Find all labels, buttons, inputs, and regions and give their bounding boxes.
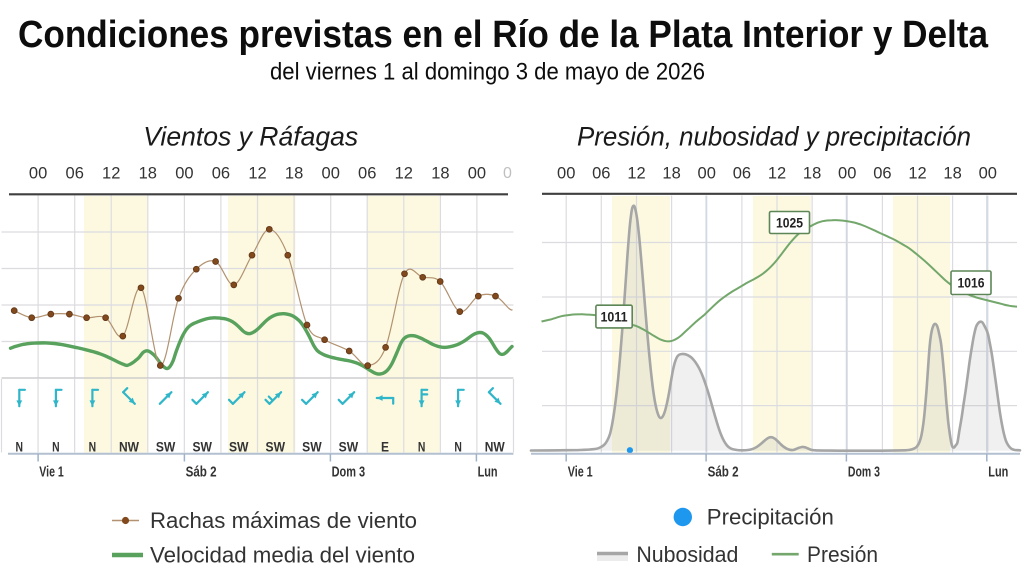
svg-text:del viernes 1 al domingo 3 de: del viernes 1 al domingo 3 de mayo de 20… [270,59,705,86]
svg-text:00: 00 [29,164,47,182]
svg-text:N: N [16,438,24,454]
svg-text:SW: SW [302,438,322,454]
svg-text:00: 00 [838,164,856,182]
svg-text:NW: NW [485,438,506,454]
svg-text:06: 06 [66,164,84,182]
svg-text:06: 06 [733,164,751,182]
svg-text:N: N [89,438,97,454]
svg-text:Precipitación: Precipitación [707,505,834,530]
svg-text:Lun: Lun [478,463,498,480]
svg-text:1011: 1011 [601,308,628,324]
svg-text:06: 06 [873,164,891,182]
svg-text:SW: SW [339,438,359,454]
svg-text:12: 12 [908,164,926,182]
svg-text:18: 18 [803,164,821,182]
svg-text:18: 18 [431,164,449,182]
svg-text:Velocidad media del viento: Velocidad media del viento [150,543,415,568]
svg-text:Condiciones previstas en el Rí: Condiciones previstas en el Río de la Pl… [18,14,989,56]
svg-text:12: 12 [395,164,413,182]
svg-text:Dom 3: Dom 3 [332,463,366,480]
svg-text:12: 12 [248,164,266,182]
svg-text:0: 0 [503,165,512,182]
svg-text:Nubosidad: Nubosidad [636,542,738,567]
svg-text:Rachas máximas de viento: Rachas máximas de viento [150,508,417,533]
svg-text:SW: SW [156,438,176,454]
svg-text:18: 18 [662,164,680,182]
svg-text:00: 00 [322,164,340,182]
svg-text:18: 18 [285,164,303,182]
svg-text:NW: NW [119,438,140,454]
svg-text:Dom 3: Dom 3 [848,463,880,480]
svg-text:Vientos y Ráfagas: Vientos y Ráfagas [143,121,358,151]
svg-text:Sáb 2: Sáb 2 [186,463,217,480]
svg-text:1025: 1025 [776,214,803,230]
svg-text:N: N [52,438,60,454]
svg-text:18: 18 [139,164,157,182]
svg-text:1016: 1016 [958,275,985,291]
svg-text:SW: SW [192,438,212,454]
svg-text:00: 00 [698,164,716,182]
svg-text:SW: SW [229,438,249,454]
svg-text:00: 00 [979,164,997,182]
svg-text:00: 00 [175,164,193,182]
svg-text:12: 12 [768,164,786,182]
svg-text:Presión: Presión [807,542,878,567]
svg-text:SW: SW [266,438,286,454]
svg-text:06: 06 [592,164,610,182]
svg-text:N: N [418,438,426,454]
svg-text:Vie 1: Vie 1 [568,463,593,480]
svg-text:Lun: Lun [988,463,1008,480]
svg-text:12: 12 [627,164,645,182]
svg-text:N: N [454,438,462,454]
svg-text:12: 12 [102,164,120,182]
svg-text:Vie 1: Vie 1 [39,463,64,480]
svg-text:00: 00 [557,164,575,182]
svg-text:18: 18 [943,164,961,182]
svg-text:E: E [381,438,389,454]
svg-text:00: 00 [468,164,486,182]
svg-text:Sáb 2: Sáb 2 [708,463,739,480]
svg-text:06: 06 [212,164,230,182]
svg-text:Presión, nubosidad y precipita: Presión, nubosidad y precipitación [577,121,971,151]
svg-text:06: 06 [358,164,376,182]
